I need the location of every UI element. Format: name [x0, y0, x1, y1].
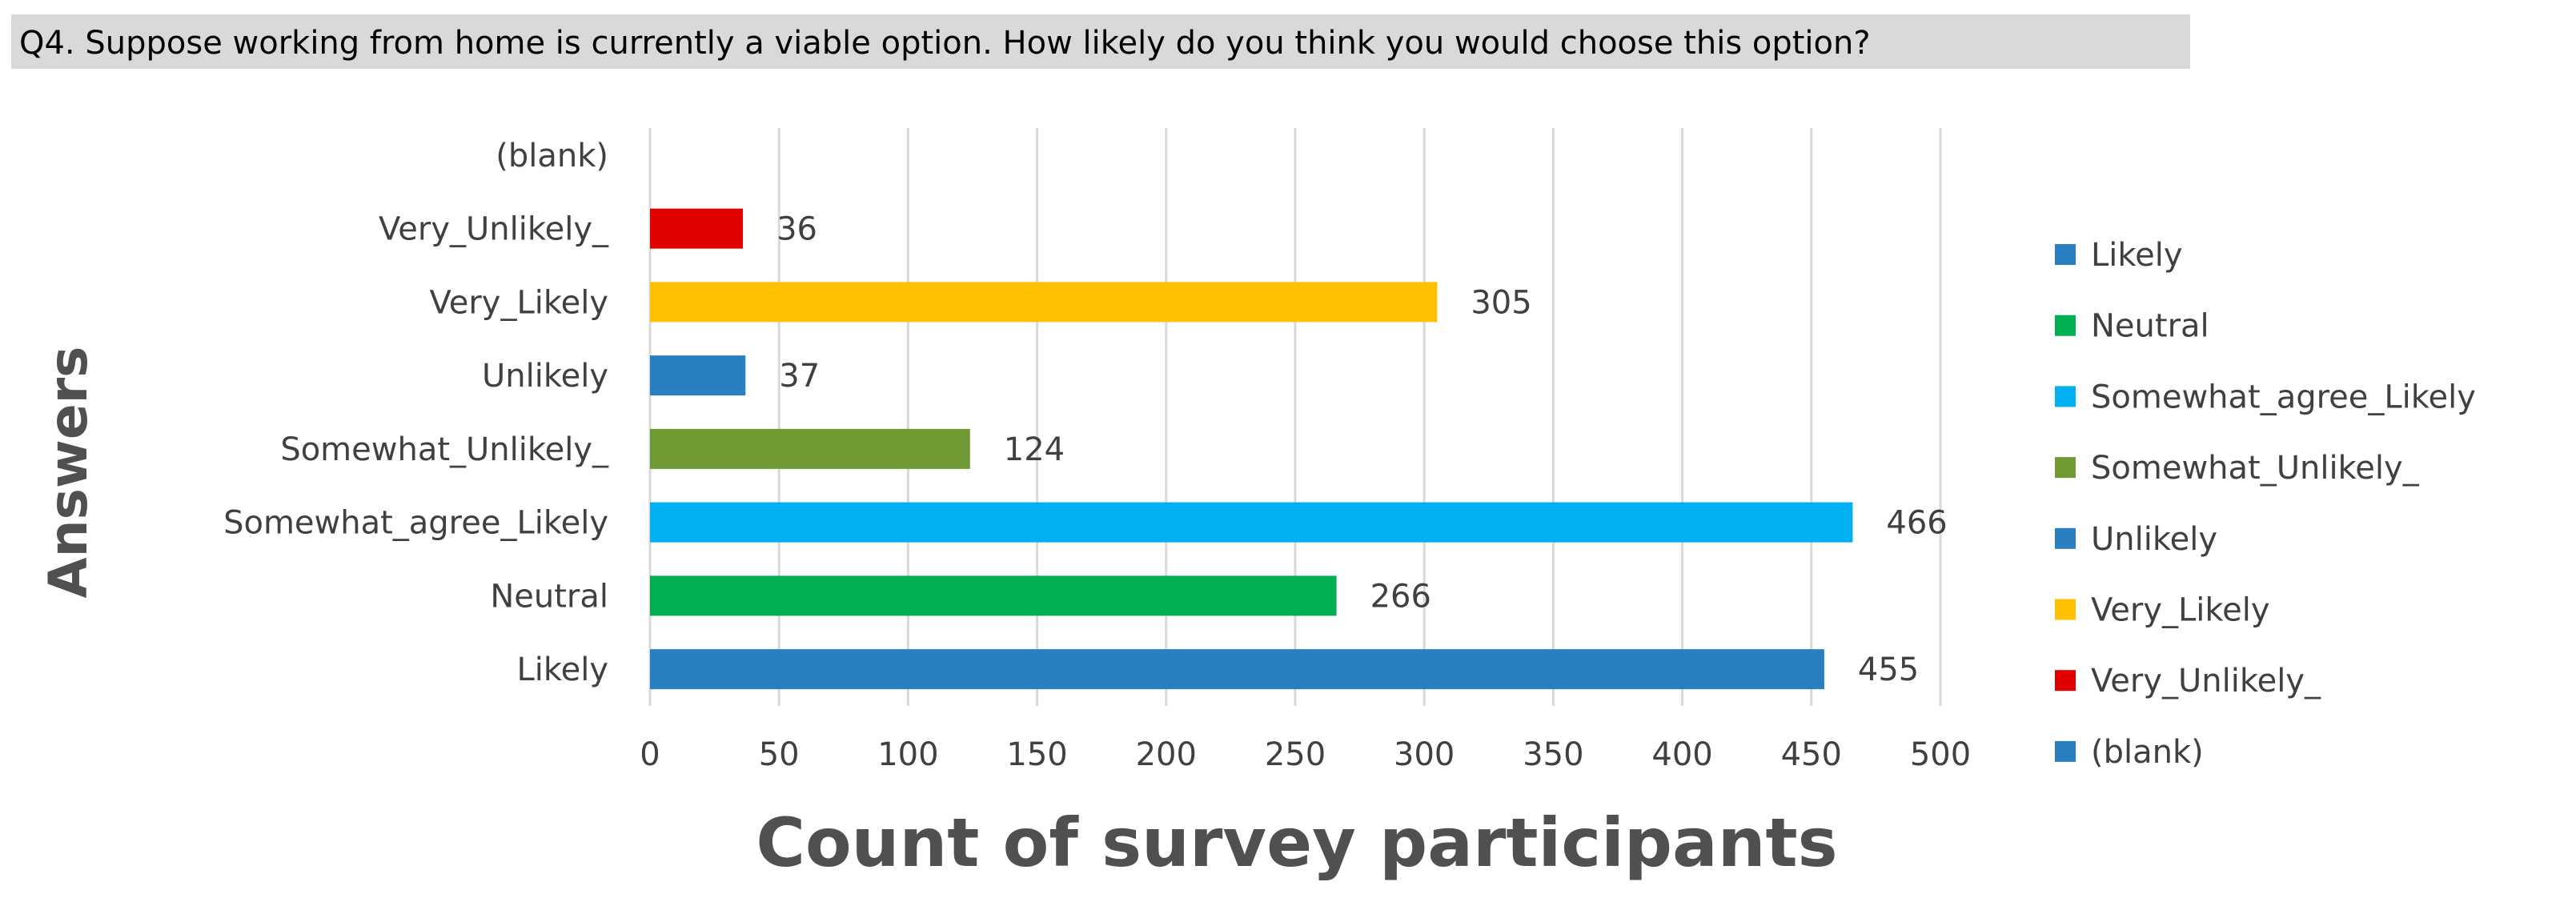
legend-swatch — [2055, 670, 2076, 692]
legend-label: Neutral — [2091, 308, 2209, 345]
bar — [650, 575, 1337, 616]
bars — [650, 208, 1853, 690]
data-label: 37 — [779, 358, 820, 395]
data-label: 36 — [776, 211, 817, 248]
x-tick-label: 350 — [1523, 736, 1583, 773]
data-label: 466 — [1886, 505, 1947, 542]
x-tick-label: 450 — [1781, 736, 1842, 773]
x-tick-labels: 0 50 100 150 200 250 300 350 400 450 500 — [640, 736, 1971, 773]
bar — [650, 282, 1438, 323]
bar — [650, 208, 744, 249]
legend-swatch — [2055, 740, 2076, 762]
data-label: 266 — [1370, 578, 1431, 615]
x-tick-label: 500 — [1910, 736, 1971, 773]
legend-label: Very_Unlikely_ — [2091, 663, 2321, 700]
data-label: 305 — [1471, 284, 1531, 321]
legend-swatch — [2055, 315, 2076, 336]
legend-swatch — [2055, 457, 2076, 479]
x-tick-label: 150 — [1006, 736, 1067, 773]
legend-swatch — [2055, 244, 2076, 265]
legend-label: Very_Likely — [2091, 592, 2270, 629]
data-label: 124 — [1004, 431, 1065, 468]
question-title: Q4. Suppose working from home is current… — [19, 25, 1871, 62]
value-labels: 455 266 466 124 37 305 36 — [776, 211, 1948, 689]
legend-label: Likely — [2091, 237, 2183, 274]
x-axis-label: Count of survey participants — [756, 804, 1837, 882]
category-label: Somewhat_Unlikely_ — [280, 431, 609, 468]
x-tick-label: 250 — [1265, 736, 1326, 773]
x-tick-label: 50 — [759, 736, 800, 773]
x-tick-label: 400 — [1651, 736, 1712, 773]
category-label: Very_Likely — [429, 284, 608, 321]
category-label: Neutral — [490, 578, 608, 615]
legend: Likely Neutral Somewhat_agree_Likely Somewh… — [2055, 237, 2476, 771]
legend-label: Somewhat_Unlikely_ — [2091, 450, 2420, 487]
bar — [650, 502, 1853, 543]
x-tick-label: 0 — [640, 736, 660, 773]
legend-swatch — [2055, 527, 2076, 549]
legend-label: (blank) — [2091, 734, 2204, 771]
question-banner — [11, 14, 2190, 69]
x-tick-label: 300 — [1394, 736, 1455, 773]
data-label: 455 — [1858, 651, 1919, 688]
legend-label: Unlikely — [2091, 521, 2217, 558]
gridlines — [648, 128, 1942, 706]
x-tick-label: 200 — [1136, 736, 1197, 773]
bar — [650, 428, 970, 469]
y-axis-label: Answers — [38, 347, 99, 599]
legend-swatch — [2055, 386, 2076, 407]
legend-swatch — [2055, 599, 2076, 620]
bar — [650, 355, 746, 396]
legend-label: Somewhat_agree_Likely — [2091, 379, 2476, 415]
category-label: Very_Unlikely_ — [379, 211, 609, 248]
x-tick-label: 100 — [877, 736, 938, 773]
category-label: Likely — [516, 651, 608, 688]
category-labels: Likely Neutral Somewhat_agree_Likely Somewh… — [223, 138, 609, 688]
category-label: Unlikely — [482, 358, 608, 395]
category-label: (blank) — [496, 138, 608, 174]
bar — [650, 649, 1824, 690]
category-label: Somewhat_agree_Likely — [223, 505, 608, 542]
